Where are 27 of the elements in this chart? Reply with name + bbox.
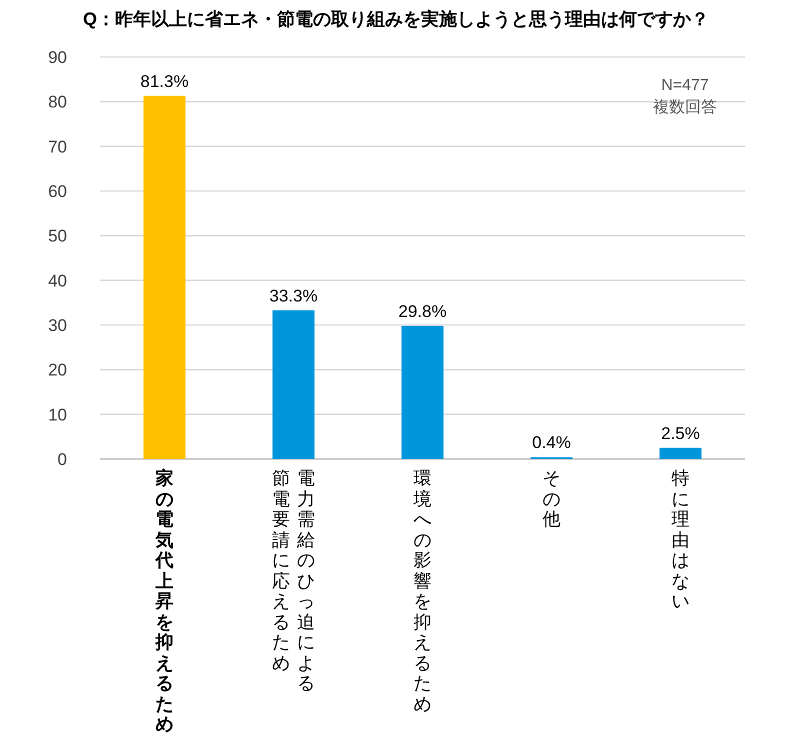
bar <box>272 310 314 459</box>
data-label: 33.3% <box>269 286 318 306</box>
category-label: 家の電気代上昇を抑えるため <box>156 468 174 734</box>
y-tick-label: 30 <box>48 316 67 335</box>
data-label: 0.4% <box>532 433 571 452</box>
y-tick-label: 20 <box>48 360 67 380</box>
y-tick-label: 50 <box>48 226 67 246</box>
data-label: 2.5% <box>661 424 700 443</box>
data-label: 29.8% <box>398 302 447 321</box>
y-tick-label: 90 <box>48 48 67 67</box>
x-tick-label: その他 <box>542 468 561 530</box>
data-label: 81.3% <box>140 72 189 91</box>
category-label: 電力需給のひっ迫による節電要請に応えるため <box>272 468 315 693</box>
y-tick-label: 40 <box>48 271 67 290</box>
y-tick-label: 10 <box>48 405 67 424</box>
x-tick-label: 特に理由はない <box>671 468 690 612</box>
y-tick-label: 70 <box>48 137 67 156</box>
y-tick-label: 0 <box>58 450 67 469</box>
category-label: 環境への影響を抑えるため <box>414 468 432 714</box>
bar <box>402 326 444 459</box>
annotation: N=477 <box>661 77 709 94</box>
chart-title: Q：昨年以上に省エネ・節電の取り組みを実施しようと思う理由は何ですか？ <box>82 9 710 29</box>
y-tick-label: 80 <box>48 92 67 112</box>
y-tick-label: 60 <box>48 182 67 201</box>
annotation: 複数回答 <box>653 98 717 116</box>
bar <box>660 448 702 459</box>
bar <box>144 96 186 459</box>
